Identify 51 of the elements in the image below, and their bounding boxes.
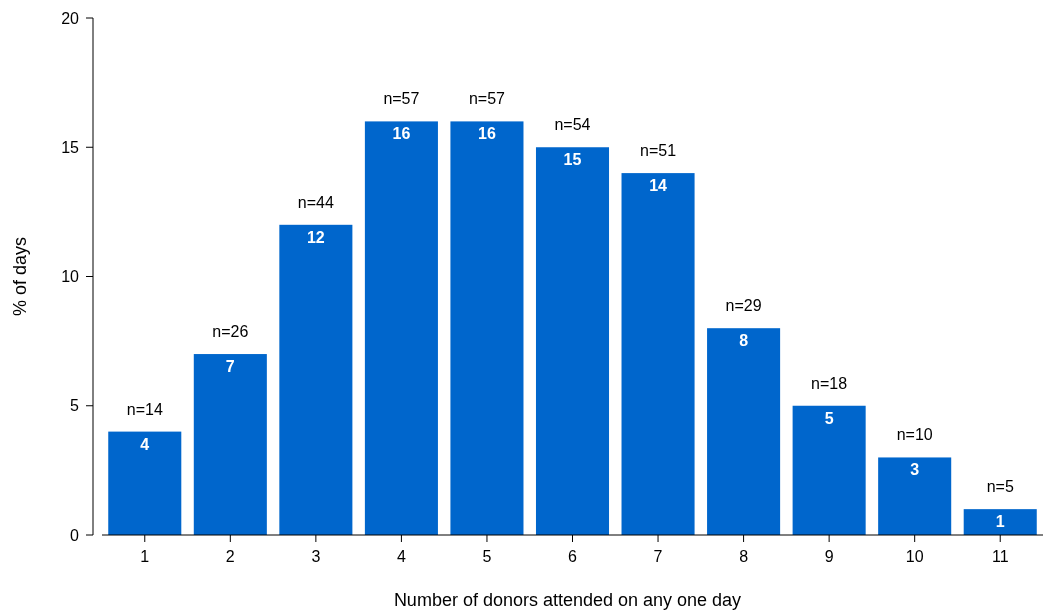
x-tick-label: 4 — [396, 548, 406, 565]
annotation: n=54 — [554, 116, 591, 134]
y-axis-title: % of days — [10, 236, 30, 317]
bar — [450, 121, 524, 535]
data-label: 14 — [649, 177, 668, 195]
annotation: n=57 — [468, 90, 506, 108]
data-label: 1 — [995, 513, 1005, 531]
annotation: n=29 — [725, 297, 762, 315]
x-tick-label: 1 — [140, 548, 150, 565]
data-label: 16 — [478, 125, 496, 143]
x-tick-label: 2 — [225, 548, 235, 565]
x-tick-label: 9 — [824, 548, 834, 565]
data-label: 15 — [563, 151, 582, 169]
annotation: n=44 — [297, 193, 334, 211]
annotation: n=51 — [640, 142, 677, 160]
data-label: 12 — [306, 228, 325, 246]
annotation: n=18 — [811, 374, 848, 392]
y-tick-label: 15 — [61, 138, 80, 156]
y-tick-label: 0 — [70, 526, 80, 544]
x-tick-label: 6 — [568, 548, 578, 565]
x-tick-label: 5 — [482, 548, 492, 565]
annotation: n=57 — [383, 90, 420, 108]
bar — [535, 147, 610, 535]
data-label: 7 — [225, 358, 235, 376]
bar — [792, 405, 866, 535]
x-tick-label: 11 — [991, 548, 1009, 565]
y-tick-label: 5 — [70, 397, 80, 415]
annotation: n=10 — [896, 426, 933, 444]
bar — [963, 509, 1037, 535]
annotation: n=5 — [986, 478, 1014, 496]
y-tick-label: 10 — [61, 268, 80, 286]
bar — [108, 431, 182, 535]
bar — [878, 457, 952, 535]
data-label: 5 — [824, 409, 834, 427]
data-label: 3 — [910, 461, 920, 479]
x-tick-label: 3 — [311, 548, 321, 565]
bar — [279, 224, 353, 535]
data-label: 8 — [739, 332, 749, 350]
bar — [621, 173, 695, 535]
x-tick-label: 10 — [905, 548, 924, 565]
data-label: 4 — [140, 435, 150, 453]
x-tick-label: 8 — [739, 548, 749, 565]
x-tick-label: 7 — [653, 548, 663, 565]
annotation: n=26 — [212, 323, 249, 341]
bar — [707, 328, 781, 535]
bar — [193, 354, 267, 535]
x-axis-title: Number of donors attended on any one day — [393, 590, 742, 610]
data-label: 16 — [392, 125, 411, 143]
annotation: n=14 — [126, 400, 163, 418]
y-tick-label: 20 — [61, 9, 80, 27]
bar — [364, 121, 438, 535]
